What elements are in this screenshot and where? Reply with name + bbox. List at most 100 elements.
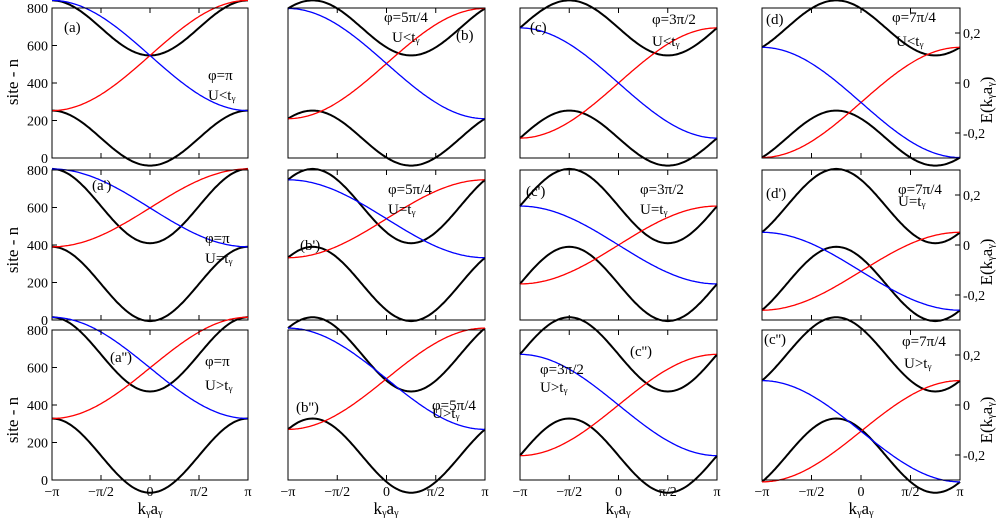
panel-label: (a): [64, 20, 81, 36]
y-tick-label: 200: [27, 277, 48, 292]
lower-band-curve: [519, 417, 718, 494]
y-tick-label: 600: [27, 362, 48, 377]
regime-label: U<tᵧ: [392, 30, 419, 46]
upper-band-curve: [519, 316, 718, 393]
panel-frame: [51, 329, 249, 481]
energy-axis-title-row3: E(kᵧaᵧ): [977, 397, 996, 444]
left-edge-state-curve: [762, 231, 960, 311]
energy-tick-label: 0: [963, 399, 970, 414]
left-edge-state-curve: [52, 316, 248, 420]
y-tick-label: 400: [27, 239, 48, 254]
left-edge-state-curve: [762, 379, 960, 483]
panel-cpp: −π −π/2 0 π/2 π 0,2 0 -0,2 (c'') φ=7π/4 U>tᵧ: [755, 316, 985, 500]
regime-label: U<tᵧ: [652, 34, 679, 50]
panel-label: (b''): [296, 400, 319, 416]
regime-label: U>tᵧ: [205, 378, 232, 394]
energy-tick-label: 0,2: [963, 349, 981, 364]
y-axis-title-row1: site - n: [3, 58, 22, 105]
panel-label: (c''): [764, 332, 786, 348]
left-edge-state-curve: [761, 46, 960, 159]
x-tick-label: π: [956, 485, 963, 500]
x-axis-title-col4: kᵧaᵧ: [848, 499, 874, 518]
panel-label: (c): [530, 20, 547, 36]
panel-label: (c'): [526, 184, 545, 200]
x-tick-label: π/2: [659, 485, 677, 500]
x-tick-label: −π: [755, 485, 770, 500]
y-tick-label: 0: [41, 474, 48, 489]
x-axis-title-col1: kᵧaᵧ: [137, 499, 163, 518]
lower-band-curve: [761, 245, 961, 323]
x-axis-title-col2: kᵧaᵧ: [373, 499, 399, 518]
x-tick-label: −π: [281, 485, 296, 500]
x-tick-label: −π/2: [88, 485, 114, 500]
y-tick-label: 200: [27, 115, 48, 130]
upper-band-curve: [51, 167, 249, 245]
panel-label: (d'): [766, 186, 786, 202]
y-axis-title-row3: site - n: [3, 396, 22, 443]
left-edge-state-curve: [288, 179, 485, 259]
y-tick-label: 800: [27, 324, 48, 339]
y-axis-title-row2: site - n: [3, 226, 22, 273]
x-tick-label: −π/2: [799, 485, 825, 500]
flux-label: φ=π: [208, 68, 233, 84]
energy-tick-label: 0,2: [963, 189, 981, 204]
flux-label: φ=5π/4: [384, 10, 428, 26]
energy-axis-title-row2: E(kᵧaᵧ): [977, 239, 996, 286]
panel-a: 0 200 400 600 800 (a) φ=π U<tᵧ: [27, 0, 249, 167]
panel-frame: [761, 329, 961, 481]
flux-label: φ=7π/4: [898, 182, 942, 198]
x-axis-title-col3: kᵧaᵧ: [605, 499, 631, 518]
lower-band-curve: [287, 245, 486, 323]
energy-tick-label: 0: [963, 239, 970, 254]
lower-band-curve: [51, 245, 249, 323]
regime-label: U=tᵧ: [898, 194, 925, 210]
left-edge-state-curve: [520, 205, 717, 285]
x-tick-label: 0: [858, 485, 865, 500]
flux-label: φ=3π/2: [652, 12, 696, 28]
y-tick-label: 600: [27, 202, 48, 217]
lower-band-curve: [52, 109, 248, 167]
panel-label: (c''): [630, 344, 652, 360]
upper-band-curve: [761, 167, 961, 245]
left-edge-state-curve: [288, 7, 486, 120]
regime-label: U>tᵧ: [432, 406, 459, 422]
y-tick-label: 600: [27, 40, 48, 55]
regime-label: U<tᵧ: [208, 88, 235, 104]
panel-grid: 0 200 400 600 800 (a) φ=π U<tᵧ (b) φ=5π/4 U<tᵧ (c) φ…: [27, 0, 985, 500]
lower-band-curve: [761, 417, 961, 494]
panel-label: (a''): [110, 350, 132, 366]
panel-frame: [761, 7, 961, 159]
energy-tick-label: -0,2: [963, 127, 985, 142]
x-tick-label: 0: [147, 485, 154, 500]
panel-label: (d): [766, 12, 784, 28]
left-edge-state-curve: [51, 168, 248, 248]
flux-label: φ=3π/2: [540, 362, 584, 378]
x-tick-label: −π: [513, 485, 528, 500]
left-edge-state-curve: [288, 327, 485, 431]
x-tick-label: −π/2: [556, 485, 582, 500]
x-tick-label: π: [244, 485, 251, 500]
upper-band-curve: [519, 0, 718, 57]
lower-band-curve: [287, 417, 486, 494]
x-tick-label: π/2: [190, 485, 208, 500]
energy-tick-label: 0,2: [963, 27, 981, 42]
energy-tick-label: -0,2: [963, 289, 985, 304]
panel-c: (c) φ=3π/2 U<tᵧ: [519, 0, 718, 167]
x-tick-label: −π: [45, 485, 60, 500]
flux-label: φ=π: [205, 354, 230, 370]
y-tick-label: 400: [27, 399, 48, 414]
energy-tick-label: -0,2: [963, 449, 985, 464]
panel-cpp: −π −π/2 0 π/2 π (c'') φ=3π/2 U>tᵧ: [513, 316, 721, 500]
flux-label: φ=7π/4: [902, 334, 946, 350]
panel-app: −π −π/2 0 π/2 π 0 200 400 600 800 (a'') φ=π U>tᵧ: [27, 316, 252, 500]
lower-band-curve: [761, 109, 961, 167]
x-tick-label: π: [713, 485, 720, 500]
regime-label: U>tᵧ: [540, 380, 567, 396]
panel-bp: (b') φ=5π/4 U=tᵧ: [287, 167, 486, 323]
flux-label: φ=5π/4: [432, 398, 476, 414]
flux-label: φ=7π/4: [892, 10, 936, 26]
flux-label: φ=3π/2: [640, 182, 684, 198]
x-tick-label: π/2: [902, 485, 920, 500]
panel-b: (b) φ=5π/4 U<tᵧ: [287, 0, 486, 167]
